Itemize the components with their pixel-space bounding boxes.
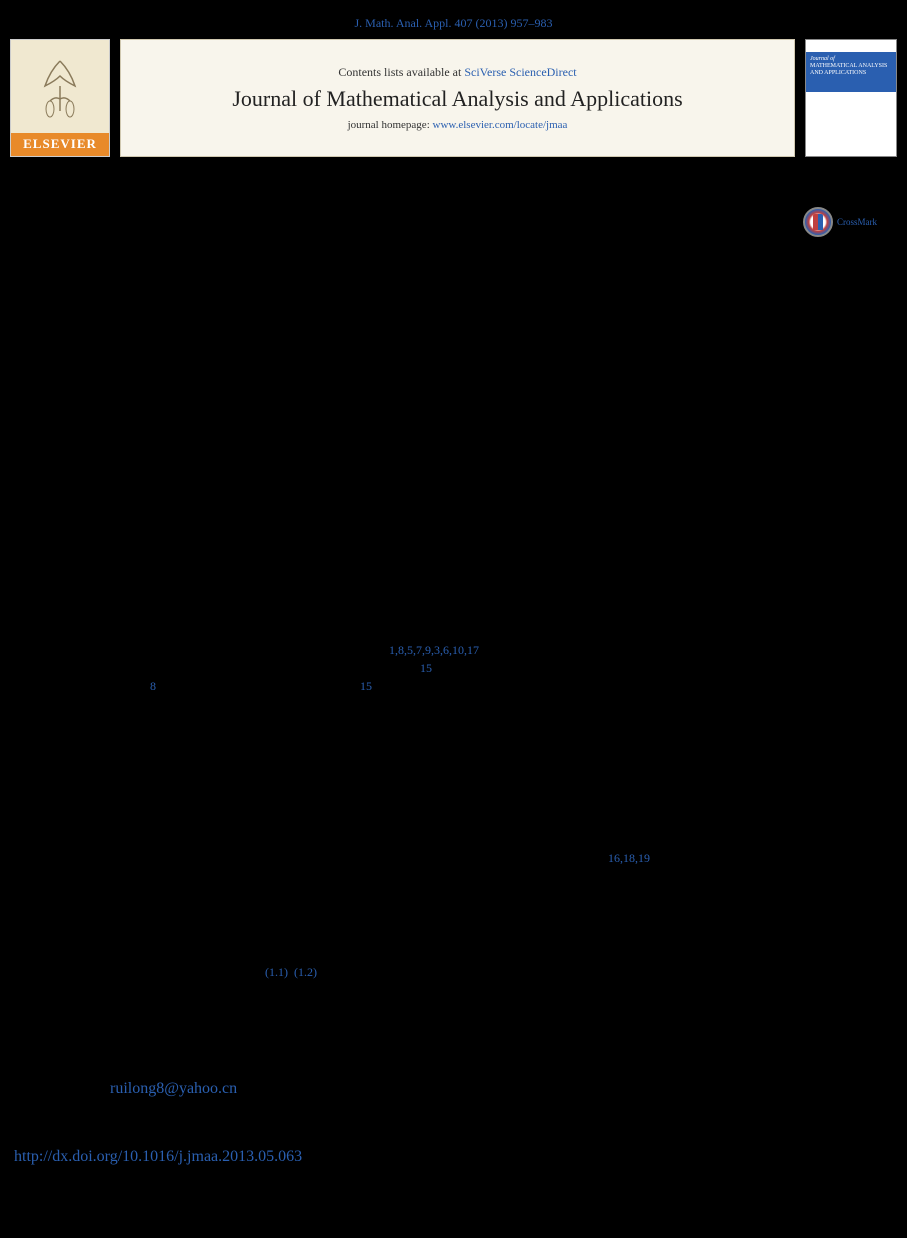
crossmark-button[interactable]: CrossMark (803, 207, 877, 237)
footer-block: ruilong8@yahoo.cn (60, 1080, 847, 1138)
banner-row: ELSEVIER Contents lists available at Sci… (0, 39, 907, 157)
ref-link-15b[interactable]: 15 (360, 679, 372, 693)
homepage-link[interactable]: www.elsevier.com/locate/jmaa (433, 119, 568, 131)
elsevier-tree-icon (30, 40, 90, 132)
reference-15b: 15 (360, 679, 372, 694)
page-container: J. Math. Anal. Appl. 407 (2013) 957–983 … (0, 0, 907, 1238)
homepage-line: journal homepage: www.elsevier.com/locat… (348, 119, 568, 131)
publisher-logo[interactable]: ELSEVIER (10, 39, 110, 157)
doi-line: http://dx.doi.org/10.1016/j.jmaa.2013.05… (12, 1148, 302, 1166)
publisher-name: ELSEVIER (23, 132, 97, 156)
email-line: ruilong8@yahoo.cn (60, 1080, 847, 1098)
doi-link[interactable]: http://dx.doi.org/10.1016/j.jmaa.2013.05… (14, 1148, 302, 1165)
equation-refs: (1.1)–(1.2) (265, 965, 317, 980)
citation-text: J. Math. Anal. Appl. 407 (2013) 957–983 (355, 16, 553, 30)
reference-15a: 15 (420, 661, 432, 676)
cover-header: Journal of (810, 56, 892, 63)
ref-link-8[interactable]: 8 (150, 679, 156, 693)
reference-8: 8 (150, 679, 156, 694)
sciencedirect-link[interactable]: SciVerse ScienceDirect (464, 65, 576, 79)
ref-link-group2[interactable]: 16,18,19 (608, 851, 650, 865)
journal-cover-thumbnail[interactable]: Journal of MATHEMATICAL ANALYSIS AND APP… (805, 39, 897, 157)
contents-line: Contents lists available at SciVerse Sci… (338, 65, 576, 80)
eq-link-1[interactable]: (1.1) (265, 965, 288, 979)
reference-group-1: 1,8,5,7,9,3,6,10,17 (389, 643, 479, 658)
homepage-prefix: journal homepage: (348, 119, 433, 131)
ref-link-group1[interactable]: 1,8,5,7,9,3,6,10,17 (389, 643, 479, 657)
cover-title: MATHEMATICAL ANALYSIS AND APPLICATIONS (810, 63, 892, 77)
eq-link-2[interactable]: (1.2) (294, 965, 317, 979)
contents-prefix: Contents lists available at (338, 65, 464, 79)
journal-title: Journal of Mathematical Analysis and App… (232, 86, 682, 112)
ref-link-15a[interactable]: 15 (420, 661, 432, 675)
citation-header: J. Math. Anal. Appl. 407 (2013) 957–983 (0, 0, 907, 39)
crossmark-icon (803, 207, 833, 237)
journal-banner: Contents lists available at SciVerse Sci… (120, 39, 795, 157)
crossmark-label: CrossMark (837, 217, 877, 227)
corresponding-email[interactable]: ruilong8@yahoo.cn (110, 1080, 237, 1097)
reference-group-2: 16,18,19 (608, 851, 650, 866)
crossmark-row: CrossMark (0, 157, 907, 237)
